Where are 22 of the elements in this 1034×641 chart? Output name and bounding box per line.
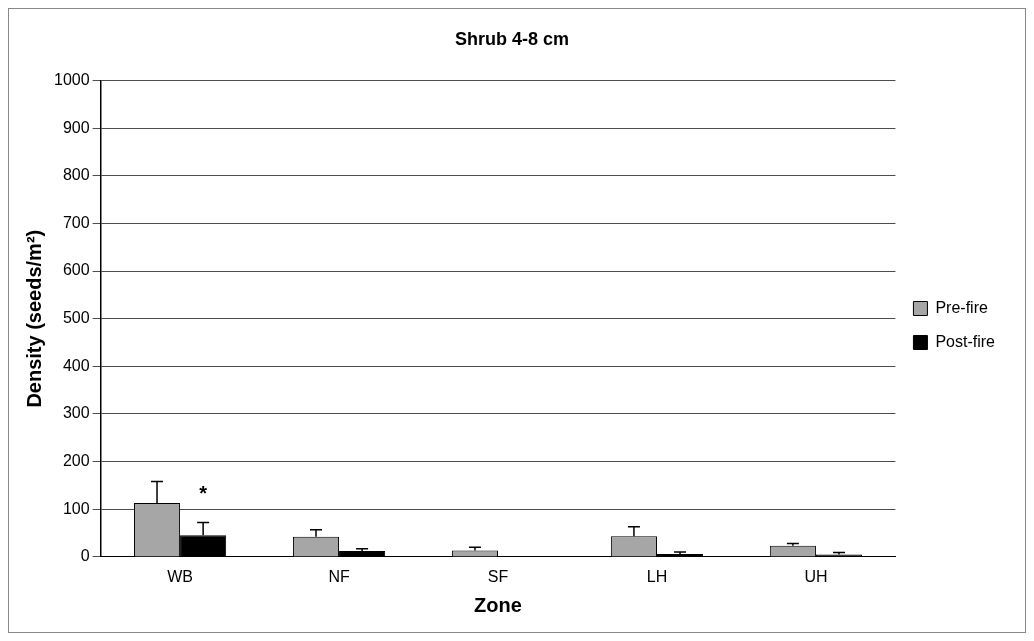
x-axis-title: Zone xyxy=(474,593,522,616)
y-tick-label: 1000 xyxy=(54,71,90,89)
y-tick-label: 200 xyxy=(62,451,90,469)
y-axis-title: Density (seeds/m²) xyxy=(22,229,45,408)
x-tick-label: UH xyxy=(804,567,828,585)
y-tick-label: 900 xyxy=(62,118,90,136)
x-tick-label: SF xyxy=(487,567,509,585)
x-tick-label: LH xyxy=(646,567,668,585)
x-tick-label: WB xyxy=(167,567,193,585)
legend-label: Pre-fire xyxy=(935,298,988,316)
legend-label: Post-fire xyxy=(935,332,996,350)
x-tick-label: NF xyxy=(328,567,350,585)
annotation: * xyxy=(199,482,208,505)
y-tick-label: 500 xyxy=(62,309,90,327)
y-tick-label: 400 xyxy=(62,356,90,374)
y-tick-label: 0 xyxy=(80,547,90,565)
y-tick-label: 800 xyxy=(62,166,90,184)
chart-title: Shrub 4-8 cm xyxy=(454,28,570,49)
y-tick-label: 600 xyxy=(62,261,90,279)
y-tick-label: 300 xyxy=(62,404,90,422)
y-tick-label: 700 xyxy=(62,213,90,231)
y-tick-label: 100 xyxy=(62,499,90,517)
